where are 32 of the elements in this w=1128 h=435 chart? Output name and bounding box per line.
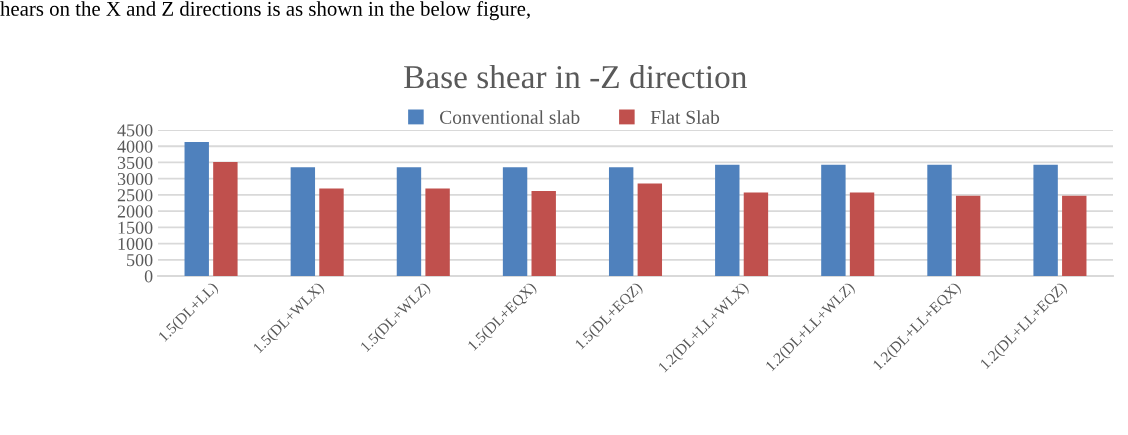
bar (319, 188, 344, 276)
y-tick-label: 2000 (117, 205, 153, 218)
y-tick-label: 2500 (117, 189, 153, 202)
bar (927, 164, 952, 276)
y-tick-label: 1500 (118, 221, 153, 234)
chart-title: Base shear in -Z direction (404, 64, 747, 89)
y-tick-label: 4000 (117, 140, 153, 153)
y-tick-label: 500 (127, 254, 153, 267)
y-tick-label: 0 (144, 270, 153, 283)
legend-label: Conventional slab (440, 110, 580, 124)
bar (1033, 164, 1058, 276)
bar (821, 164, 846, 276)
bar (849, 192, 875, 276)
y-tick-label: 3500 (117, 156, 153, 169)
bar (531, 191, 556, 276)
bar (396, 167, 422, 276)
y-tick-label: 3000 (117, 172, 153, 186)
text: hears on the X and Z directions is as shown in the below figure, (0, 1, 530, 21)
bar (955, 195, 981, 276)
bar (184, 142, 209, 276)
bar (637, 183, 663, 276)
bar (213, 162, 238, 276)
bar (715, 164, 740, 276)
bar (743, 192, 769, 276)
bar (608, 167, 634, 276)
bar (290, 167, 316, 276)
bar (1062, 195, 1087, 276)
bar (425, 188, 450, 276)
legend-label: Flat Slab (650, 110, 720, 124)
y-tick-label: 4500 (117, 124, 153, 137)
bar (502, 167, 528, 276)
y-tick-label: 1000 (118, 237, 153, 250)
